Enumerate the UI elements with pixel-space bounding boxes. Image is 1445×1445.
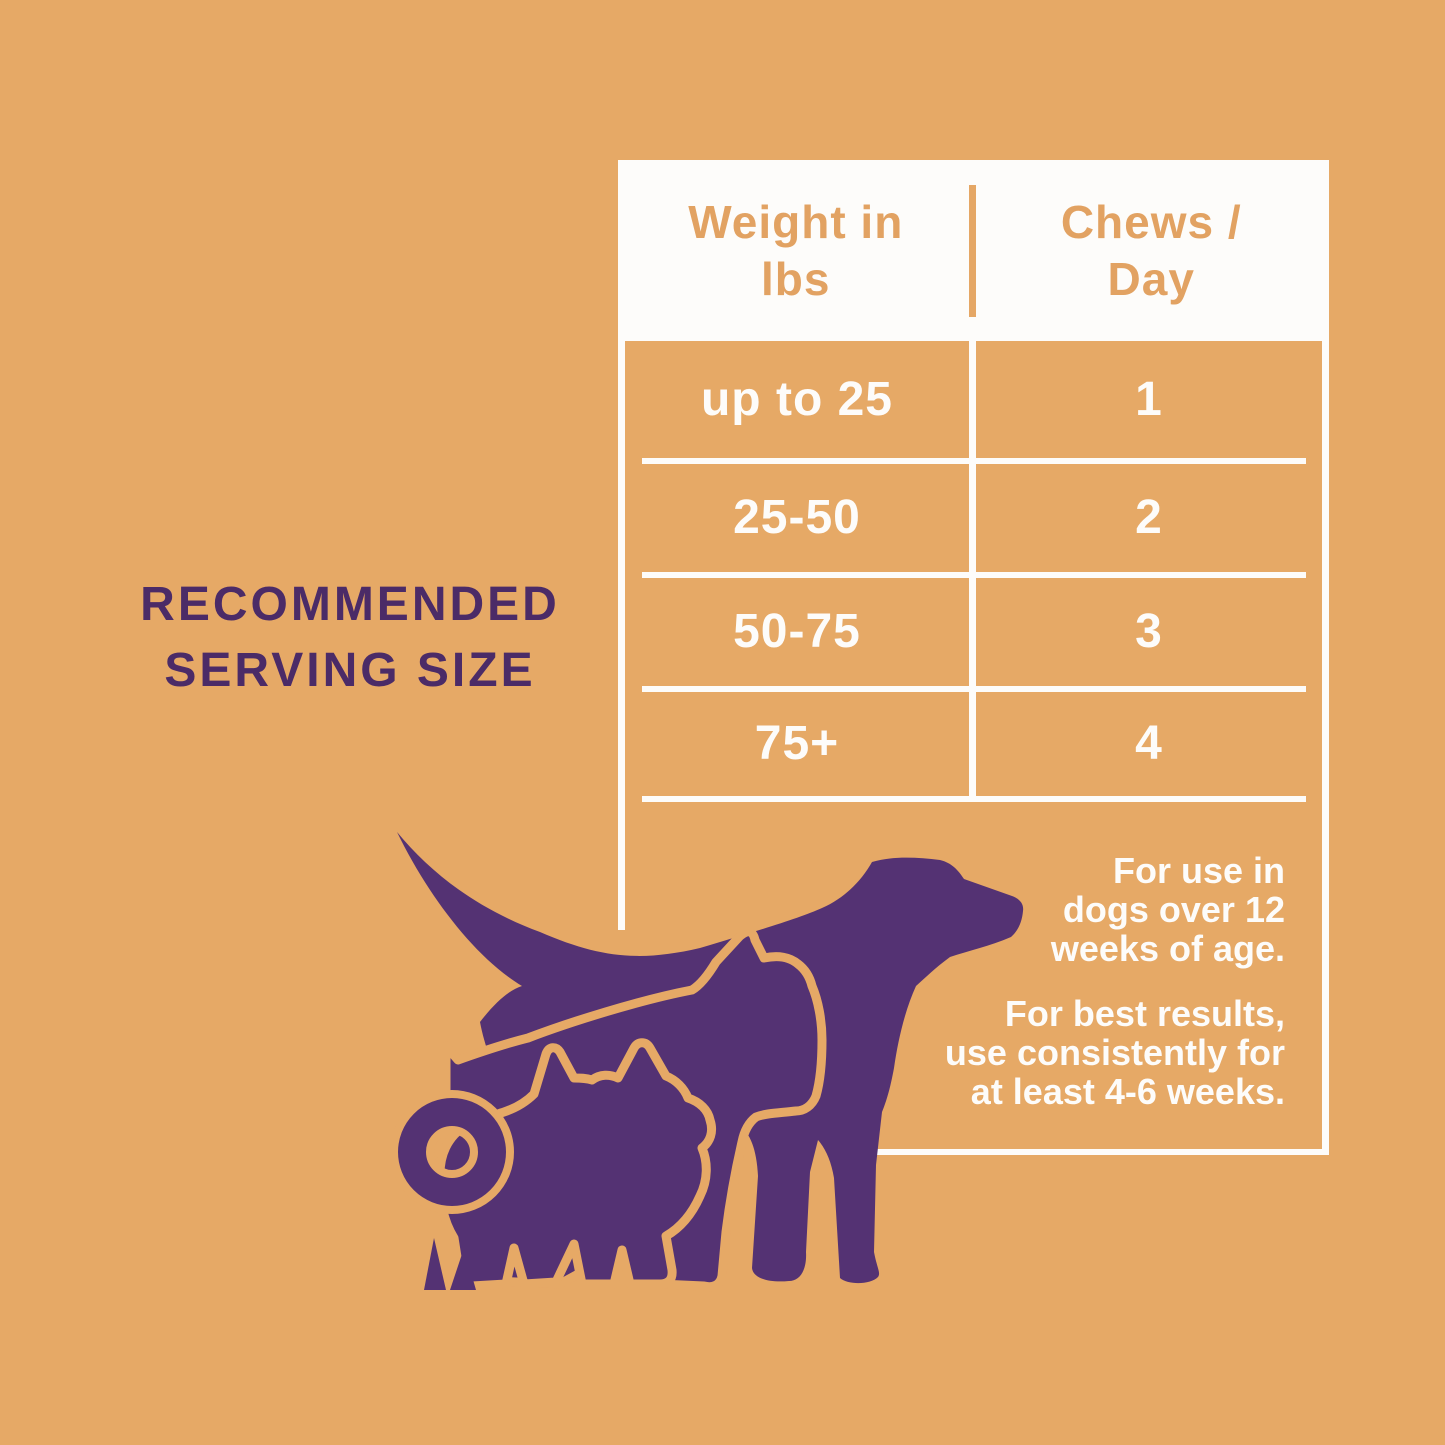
fur-tuft-2 [450, 1248, 476, 1290]
header-weight-line1: Weight in [688, 195, 904, 248]
table-row-chews-2: 2 [1135, 491, 1163, 544]
row-divider-3 [642, 686, 1306, 692]
table-header-chews: Chews / Day [974, 160, 1330, 341]
page-title-line2: SERVING SIZE [164, 644, 536, 697]
table-row-weight-2: 25-50 [733, 491, 861, 544]
dogs-silhouette-illustration [390, 832, 1024, 1292]
page-title: RECOMMENDED SERVING SIZE [55, 572, 645, 704]
header-weight-line2: lbs [761, 252, 831, 305]
header-chews-line1: Chews / [1060, 195, 1242, 248]
table-border-left [618, 341, 625, 930]
table-column-divider [969, 341, 976, 796]
fur-tuft-1 [424, 1238, 446, 1290]
note-best-results-line2: use consistently for [944, 1032, 1285, 1073]
note-age-line1: For use in [1112, 850, 1285, 891]
small-dog-tail-curl [398, 1098, 506, 1206]
header-column-divider [969, 185, 976, 317]
row-divider-4 [642, 796, 1306, 802]
table-row-chews-3: 3 [1135, 605, 1163, 658]
page-title-line1: RECOMMENDED [140, 578, 560, 631]
row-divider-2 [642, 572, 1306, 578]
note-age-line3: weeks of age. [1050, 928, 1285, 969]
row-divider-1 [642, 458, 1306, 464]
table-row-weight-4: 75+ [754, 717, 840, 770]
table-row-chews-4: 4 [1135, 717, 1163, 770]
table-header-weight: Weight in lbs [618, 160, 974, 341]
note-best-results-line3: at least 4-6 weeks. [970, 1071, 1285, 1112]
note-best-results-line1: For best results, [1004, 993, 1285, 1034]
header-chews-line2: Day [1107, 252, 1195, 305]
table-border-right [1322, 341, 1329, 1155]
table-border-bottom [850, 1149, 1329, 1155]
note-best-results: For best results, use consistently for a… [925, 994, 1285, 1111]
note-age-line2: dogs over 12 [1062, 889, 1285, 930]
note-age: For use in dogs over 12 weeks of age. [925, 851, 1285, 968]
table-row-chews-1: 1 [1135, 373, 1163, 426]
small-dog-silhouette [435, 1038, 717, 1291]
table-row-weight-3: 50-75 [733, 605, 861, 658]
table-row-weight-1: up to 25 [700, 373, 893, 426]
